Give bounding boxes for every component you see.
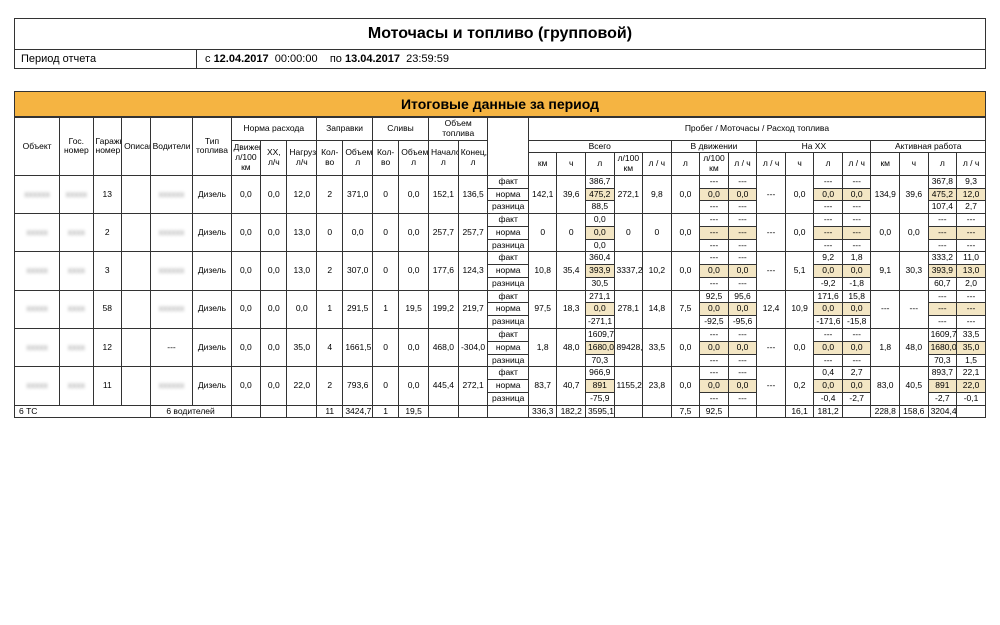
table-footer: 6 ТС 6 водителей 113424,7 119,5 336,3182… [15,405,986,418]
table-row: xxxxxxxxx2xxxxxxДизель0,00,013,000,000,0… [15,214,986,227]
table-row: xxxxxxxxx12---Дизель0,00,035,041661,500,… [15,329,986,342]
table-row: xxxxxxxxx11xxxxxxДизель0,00,022,02793,60… [15,367,986,380]
period-value: с 12.04.2017 00:00:00 по 13.04.2017 23:5… [197,50,457,68]
section-title: Итоговые данные за период [14,91,986,117]
data-table: Объект Гос. номер Гаражный номер Описани… [14,117,986,418]
table-row: xxxxxxxxx58xxxxxxДизель0,00,00,01291,511… [15,290,986,303]
table-head: Объект Гос. номер Гаражный номер Описани… [15,118,986,176]
period-label: Период отчета [15,50,197,68]
table-row: xxxxxxxxxxx13xxxxxxДизель0,00,012,02371,… [15,175,986,188]
report-title: Моточасы и топливо (групповой) [14,18,986,50]
table-body: xxxxxxxxxxx13xxxxxxДизель0,00,012,02371,… [15,175,986,405]
table-row: xxxxxxxxx3xxxxxxДизель0,00,013,02307,000… [15,252,986,265]
report-period: Период отчета с 12.04.2017 00:00:00 по 1… [14,50,986,69]
